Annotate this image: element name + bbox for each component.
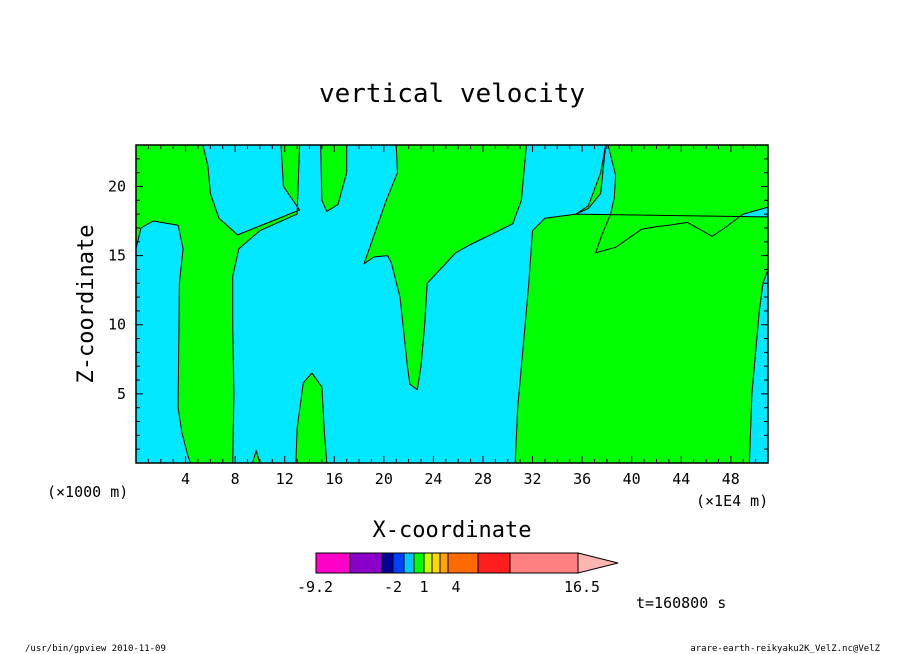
y-tick-label: 15	[108, 247, 126, 265]
colorbar-swatch	[315, 552, 351, 574]
x-tick-label: 16	[325, 470, 343, 488]
colorbar-swatch	[423, 552, 433, 574]
y-tick-label: 10	[108, 316, 126, 334]
x-axis-label: X-coordinate	[373, 518, 532, 543]
colorbar-label: -2	[384, 578, 402, 596]
green-plume-lower-center	[295, 372, 328, 464]
colorbar-swatch	[439, 552, 449, 574]
y-tick-label: 5	[117, 385, 126, 403]
colorbar-arrow	[577, 552, 619, 574]
x-tick-label: 4	[181, 470, 190, 488]
x-tick-label: 8	[231, 470, 240, 488]
colorbar: -9.2 -2 1 4 16.5	[297, 552, 619, 596]
x-tick-label: 44	[672, 470, 690, 488]
colorbar-swatch	[477, 552, 511, 574]
x-tick-label: 32	[524, 470, 542, 488]
x-tick-label: 24	[424, 470, 442, 488]
y-axis-ticks: 5 10 15 20	[108, 158, 768, 450]
y-scale-note: (×1E4 m)	[696, 492, 768, 510]
x-tick-label: 12	[276, 470, 294, 488]
footer-left: /usr/bin/gpview 2010-11-09	[25, 644, 166, 654]
x-tick-label: 40	[623, 470, 641, 488]
colorbar-label: 4	[451, 578, 460, 596]
colorbar-swatch	[509, 552, 579, 574]
colorbar-swatch	[349, 552, 383, 574]
x-tick-label: 36	[573, 470, 591, 488]
x-axis-ticks: 4 8 12 16 20 24 28 32 36 40 44 48	[147, 145, 757, 488]
colorbar-label: 16.5	[564, 578, 600, 596]
colorbar-swatch	[447, 552, 479, 574]
chart-title: vertical velocity	[319, 79, 585, 109]
y-axis-label: Z-coordinate	[74, 225, 99, 384]
plot-frame	[135, 144, 769, 464]
green-band-left	[135, 144, 301, 464]
contour-regions	[135, 144, 769, 464]
colorbar-swatch	[413, 552, 425, 574]
colorbar-swatch	[431, 552, 441, 574]
y-tick-label: 20	[108, 177, 126, 195]
colorbar-swatch	[392, 552, 405, 574]
colorbar-label: 1	[419, 578, 428, 596]
x-tick-label: 20	[375, 470, 393, 488]
green-tongue-center	[363, 144, 527, 391]
colorbar-label: -9.2	[297, 578, 333, 596]
x-tick-label: 28	[474, 470, 492, 488]
x-tick-label: 48	[722, 470, 740, 488]
time-annotation: t=160800 s	[636, 594, 726, 612]
colorbar-swatch	[381, 552, 394, 574]
footer-right: arare-earth-reikyaku2K_VelZ.nc@VelZ	[690, 644, 880, 654]
colorbar-swatch	[403, 552, 415, 574]
x-scale-note: (×1000 m)	[47, 483, 128, 501]
